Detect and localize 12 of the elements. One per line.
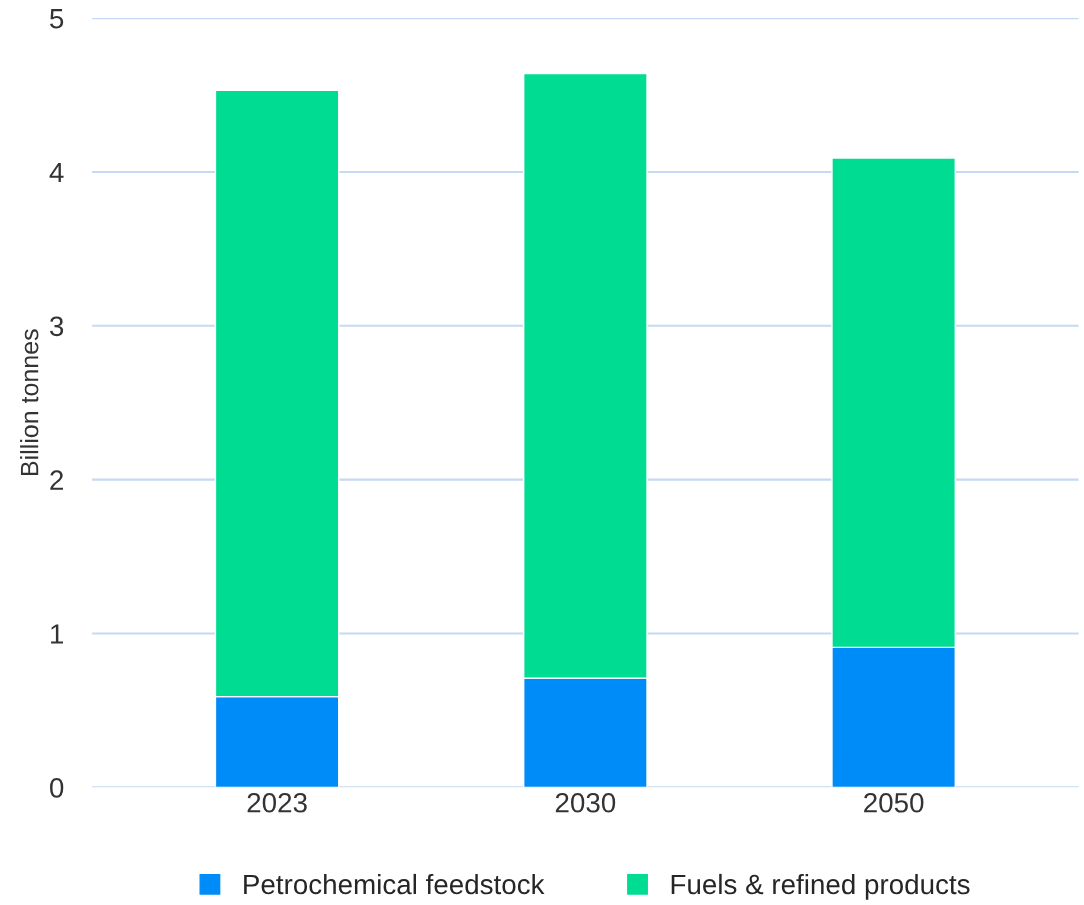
legend-label: Petrochemical feedstock [244, 873, 545, 895]
legend-label: Fuels & refined products [671, 873, 970, 900]
y-tick-label: 2 [50, 470, 63, 490]
x-tick-label: 2023 [247, 792, 307, 813]
y-tick-label: 5 [50, 9, 64, 29]
x-tick-label: 2030 [555, 792, 616, 813]
y-tick-label: 1 [51, 624, 64, 644]
x-tick-label: 2050 [864, 792, 924, 813]
y-tick-label: 4 [49, 162, 64, 183]
y-tick-label: 3 [49, 316, 64, 337]
y-tick-label: 0 [50, 778, 64, 798]
y-axis-title: Billion tonnes [20, 329, 39, 476]
